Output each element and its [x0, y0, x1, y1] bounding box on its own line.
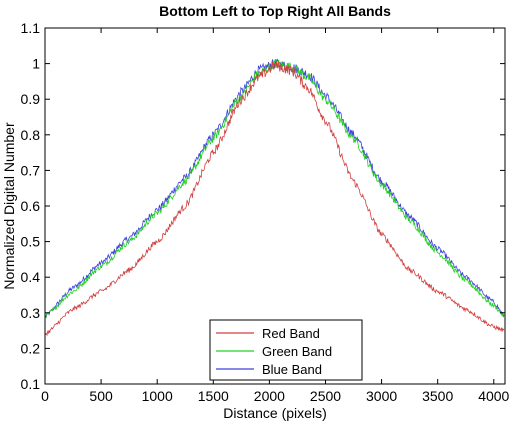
x-tick-label: 3000 [366, 388, 397, 404]
y-tick-label: 1.1 [21, 20, 41, 36]
legend-label: Red Band [262, 326, 320, 341]
x-tick-label: 4000 [478, 388, 509, 404]
x-tick-label: 500 [89, 388, 113, 404]
y-tick-label: 0.4 [21, 269, 41, 285]
series-line-blue-band [45, 58, 505, 318]
x-tick-label: 3500 [422, 388, 453, 404]
chart-title: Bottom Left to Top Right All Bands [159, 3, 391, 19]
series-line-red-band [45, 61, 505, 337]
y-tick-label: 0.1 [21, 376, 41, 392]
x-tick-label: 2500 [310, 388, 341, 404]
y-tick-label: 0.3 [21, 305, 41, 321]
y-tick-label: 0.8 [21, 127, 41, 143]
x-tick-label: 1500 [198, 388, 229, 404]
x-axis-title: Distance (pixels) [223, 405, 326, 421]
x-tick-label: 1000 [142, 388, 173, 404]
y-tick-label: 1 [32, 56, 40, 72]
legend-label: Green Band [262, 344, 332, 359]
legend: Red Band Green Band Blue Band [209, 319, 363, 381]
y-tick-label: 0.2 [21, 340, 41, 356]
y-tick-label: 0.6 [21, 198, 41, 214]
y-tick-label: 0.7 [21, 162, 41, 178]
y-tick-label: 0.5 [21, 234, 41, 250]
y-axis-title: Normalized Digital Number [1, 122, 17, 290]
legend-box [209, 319, 363, 381]
legend-label: Blue Band [262, 362, 322, 377]
x-tick-label: 2000 [254, 388, 285, 404]
series-line-green-band [45, 58, 505, 319]
x-tick-label: 0 [41, 388, 49, 404]
y-tick-label: 0.9 [21, 91, 41, 107]
